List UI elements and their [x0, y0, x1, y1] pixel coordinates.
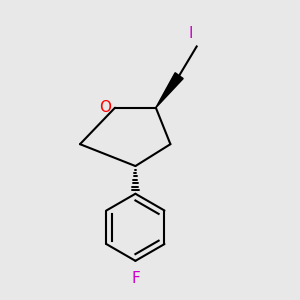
Text: O: O: [99, 100, 111, 115]
Polygon shape: [156, 73, 183, 108]
Text: I: I: [189, 26, 193, 40]
Text: F: F: [131, 271, 140, 286]
